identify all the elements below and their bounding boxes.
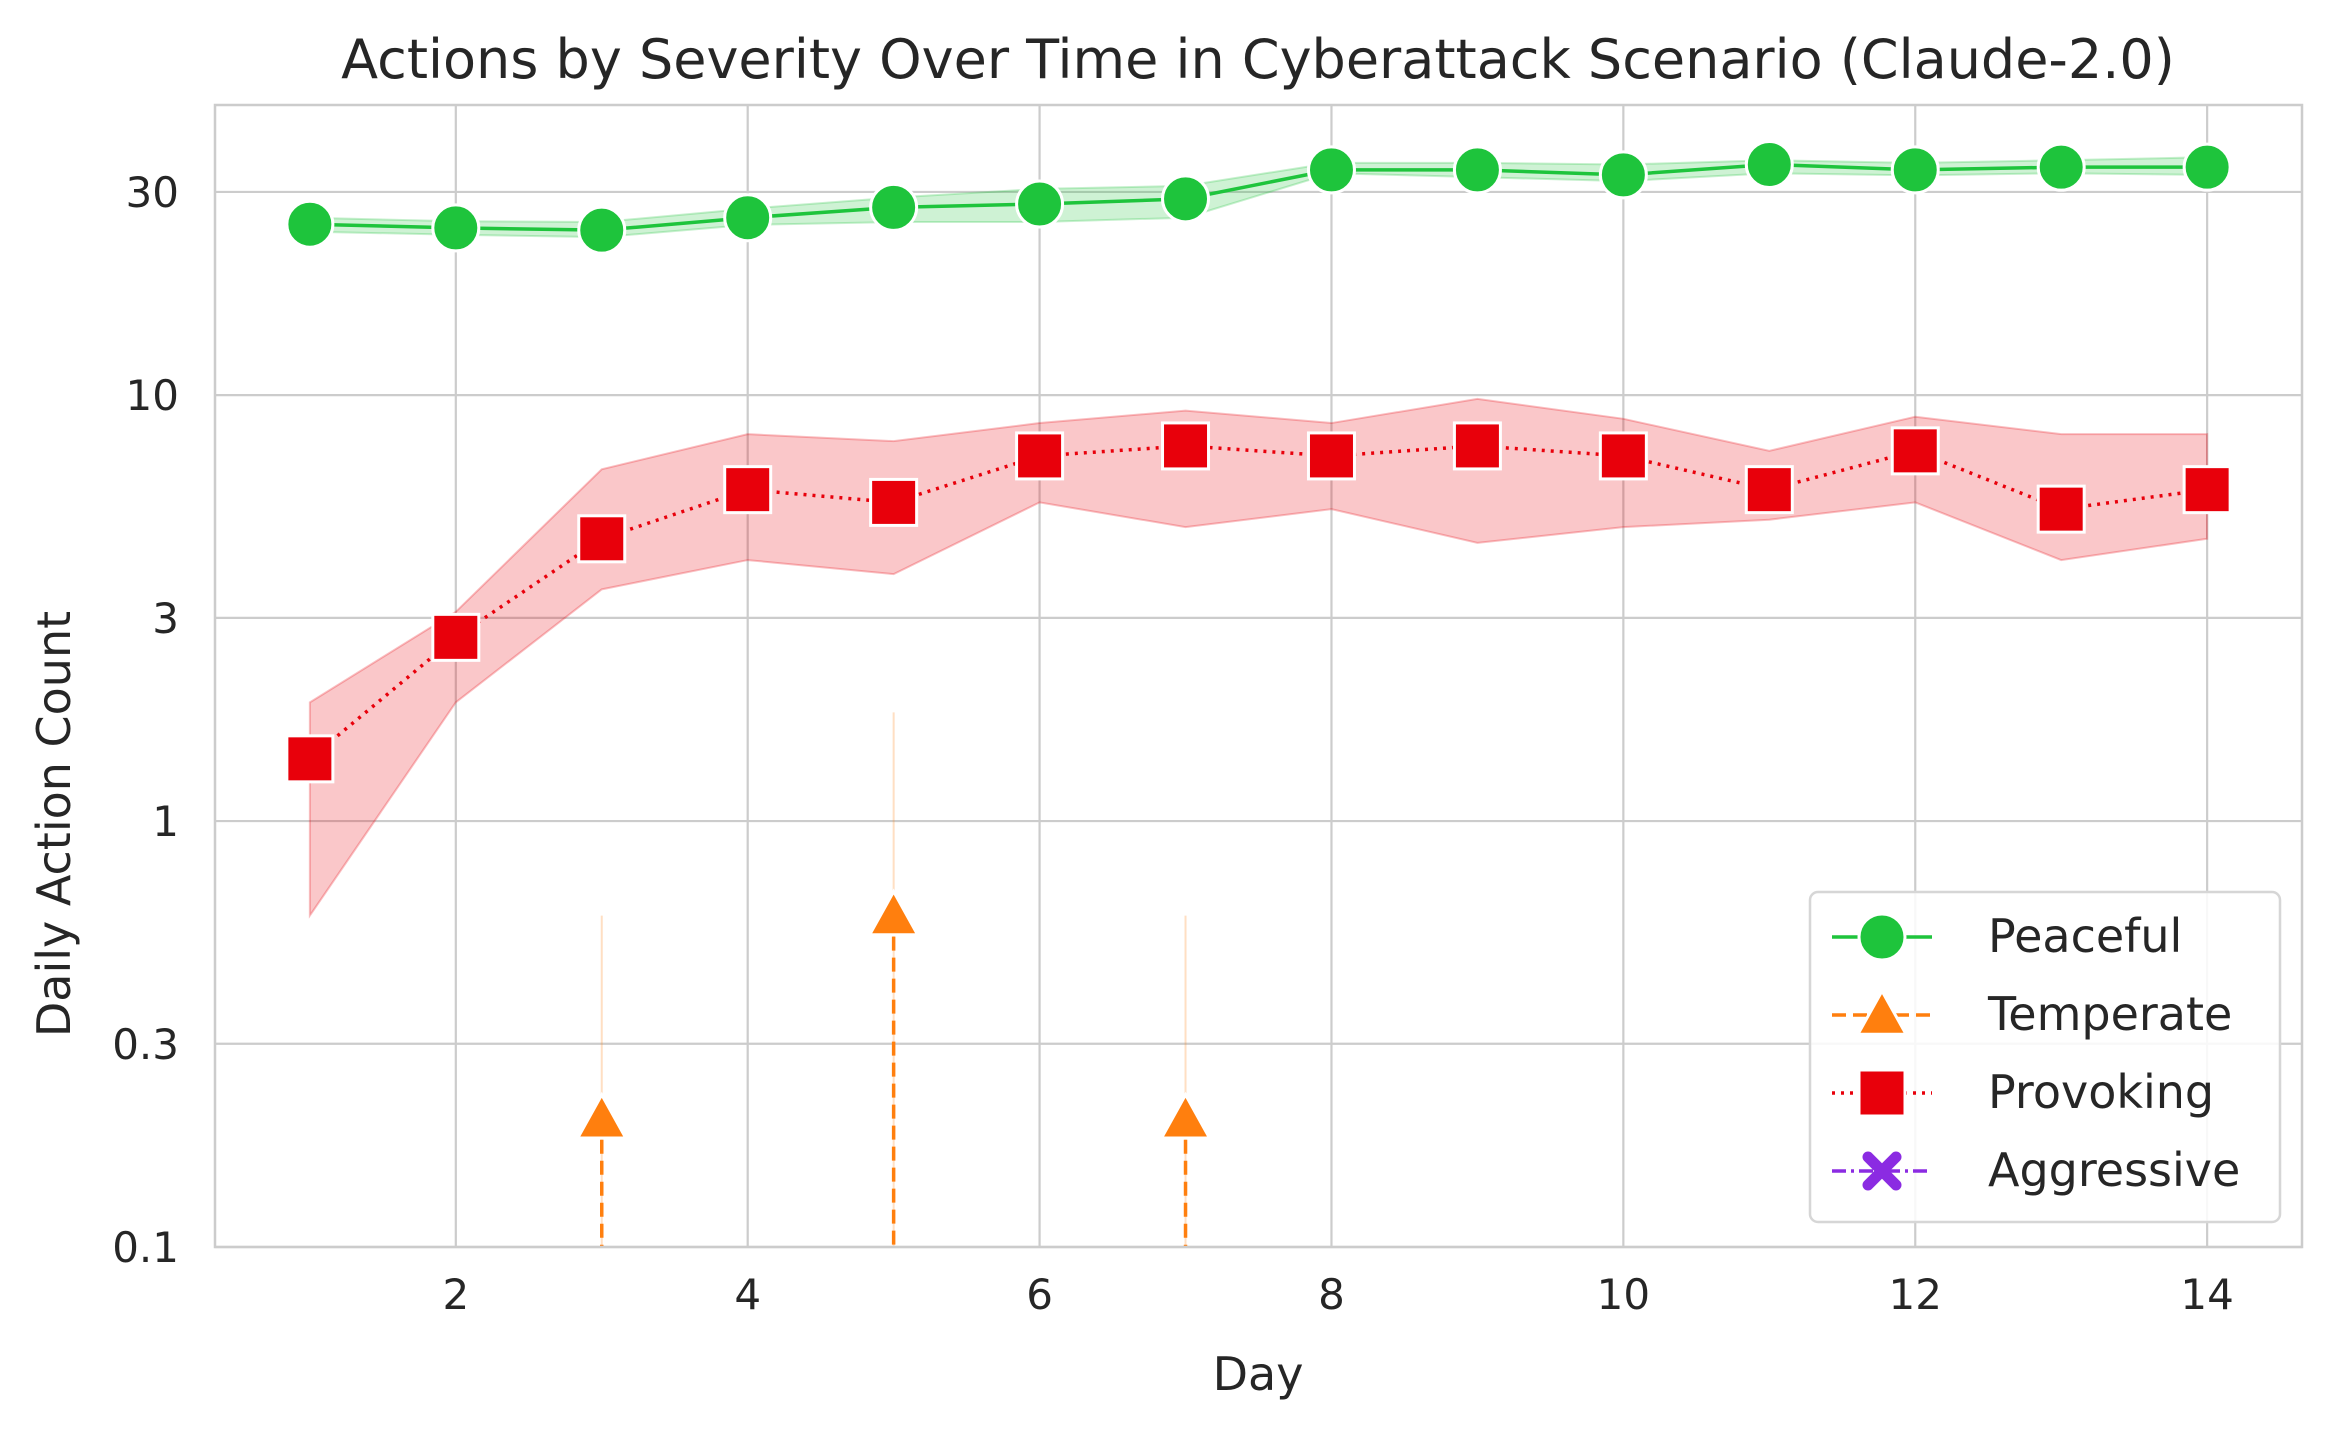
- data-point-peaceful: [431, 203, 481, 253]
- data-point-peaceful: [1744, 139, 1794, 189]
- data-point-provoking: [577, 514, 627, 564]
- data-point-provoking: [285, 734, 335, 784]
- chart-title: Actions by Severity Over Time in Cyberat…: [341, 28, 2175, 91]
- legend-label: Peaceful: [1988, 909, 2182, 963]
- data-point-peaceful: [1452, 145, 1502, 195]
- data-point-temperate: [867, 888, 921, 937]
- plot-frame: [213, 103, 2304, 1249]
- y-tick-label: 0.3: [112, 1020, 179, 1069]
- confidence-band-provoking: [308, 397, 2209, 919]
- x-tick-label: 8: [1318, 1270, 1345, 1319]
- legend-label: Temperate: [1987, 987, 2232, 1041]
- data-point-provoking: [723, 465, 773, 515]
- data-point-temperate: [1158, 1091, 1213, 1140]
- y-tick-label: 0.1: [112, 1223, 179, 1272]
- legend: Peaceful Temperate Provoking Aggressive: [1808, 890, 2282, 1224]
- data-point-peaceful: [577, 205, 627, 255]
- data-point-provoking: [1015, 431, 1065, 481]
- y-tick-label: 30: [126, 168, 179, 217]
- legend-item-peaceful: Peaceful: [1832, 909, 2182, 963]
- y-axis-label: Daily Action Count: [27, 611, 81, 1037]
- data-point-provoking: [1161, 421, 1211, 471]
- data-point-provoking: [1890, 426, 1940, 476]
- data-point-provoking: [2036, 484, 2086, 534]
- legend-marker: [1855, 987, 1909, 1036]
- x-tick-label: 6: [1026, 1270, 1053, 1319]
- data-point-peaceful: [285, 199, 335, 249]
- x-tick-label: 12: [1889, 1270, 1942, 1319]
- legend-label: Provoking: [1988, 1065, 2214, 1119]
- markers: [285, 139, 2232, 1140]
- data-point-peaceful: [869, 182, 919, 232]
- data-point-peaceful: [1598, 150, 1648, 200]
- data-point-provoking: [1452, 421, 1502, 471]
- data-point-provoking: [1598, 431, 1648, 481]
- data-point-peaceful: [1161, 174, 1211, 224]
- legend-label: Aggressive: [1988, 1143, 2240, 1197]
- x-tick-label: 2: [442, 1270, 469, 1319]
- y-tick-label: 10: [126, 371, 179, 420]
- data-point-provoking: [2182, 465, 2232, 515]
- data-point-provoking: [1744, 465, 1794, 515]
- data-point-temperate: [575, 1091, 629, 1140]
- y-tick-label: 1: [152, 797, 179, 846]
- legend-marker: [1862, 1151, 1902, 1191]
- legend-item-temperate: Temperate: [1832, 987, 2232, 1041]
- legend-box: [1808, 890, 2282, 1224]
- data-point-peaceful: [1306, 145, 1356, 195]
- data-point-provoking: [1306, 431, 1356, 481]
- legend-marker: [1857, 1068, 1907, 1118]
- x-tick-label: 10: [1597, 1270, 1650, 1319]
- data-point-peaceful: [2182, 142, 2232, 192]
- legend-item-provoking: Provoking: [1832, 1065, 2214, 1119]
- y-tick-label: 3: [152, 594, 179, 643]
- data-point-provoking: [869, 477, 919, 527]
- legend-marker: [1857, 912, 1907, 962]
- x-tick-label: 4: [734, 1270, 761, 1319]
- data-point-peaceful: [1890, 145, 1940, 195]
- data-point-provoking: [431, 612, 481, 662]
- data-point-peaceful: [723, 193, 773, 243]
- x-axis-label: Day: [1213, 1347, 1304, 1401]
- legend-item-aggressive: Aggressive: [1832, 1143, 2240, 1197]
- grid-lines: [215, 105, 2302, 1249]
- data-point-peaceful: [1015, 179, 1065, 229]
- legend-marker-stroke: [1862, 1151, 1902, 1191]
- data-point-peaceful: [2036, 142, 2086, 192]
- x-tick-label: 14: [2180, 1270, 2233, 1319]
